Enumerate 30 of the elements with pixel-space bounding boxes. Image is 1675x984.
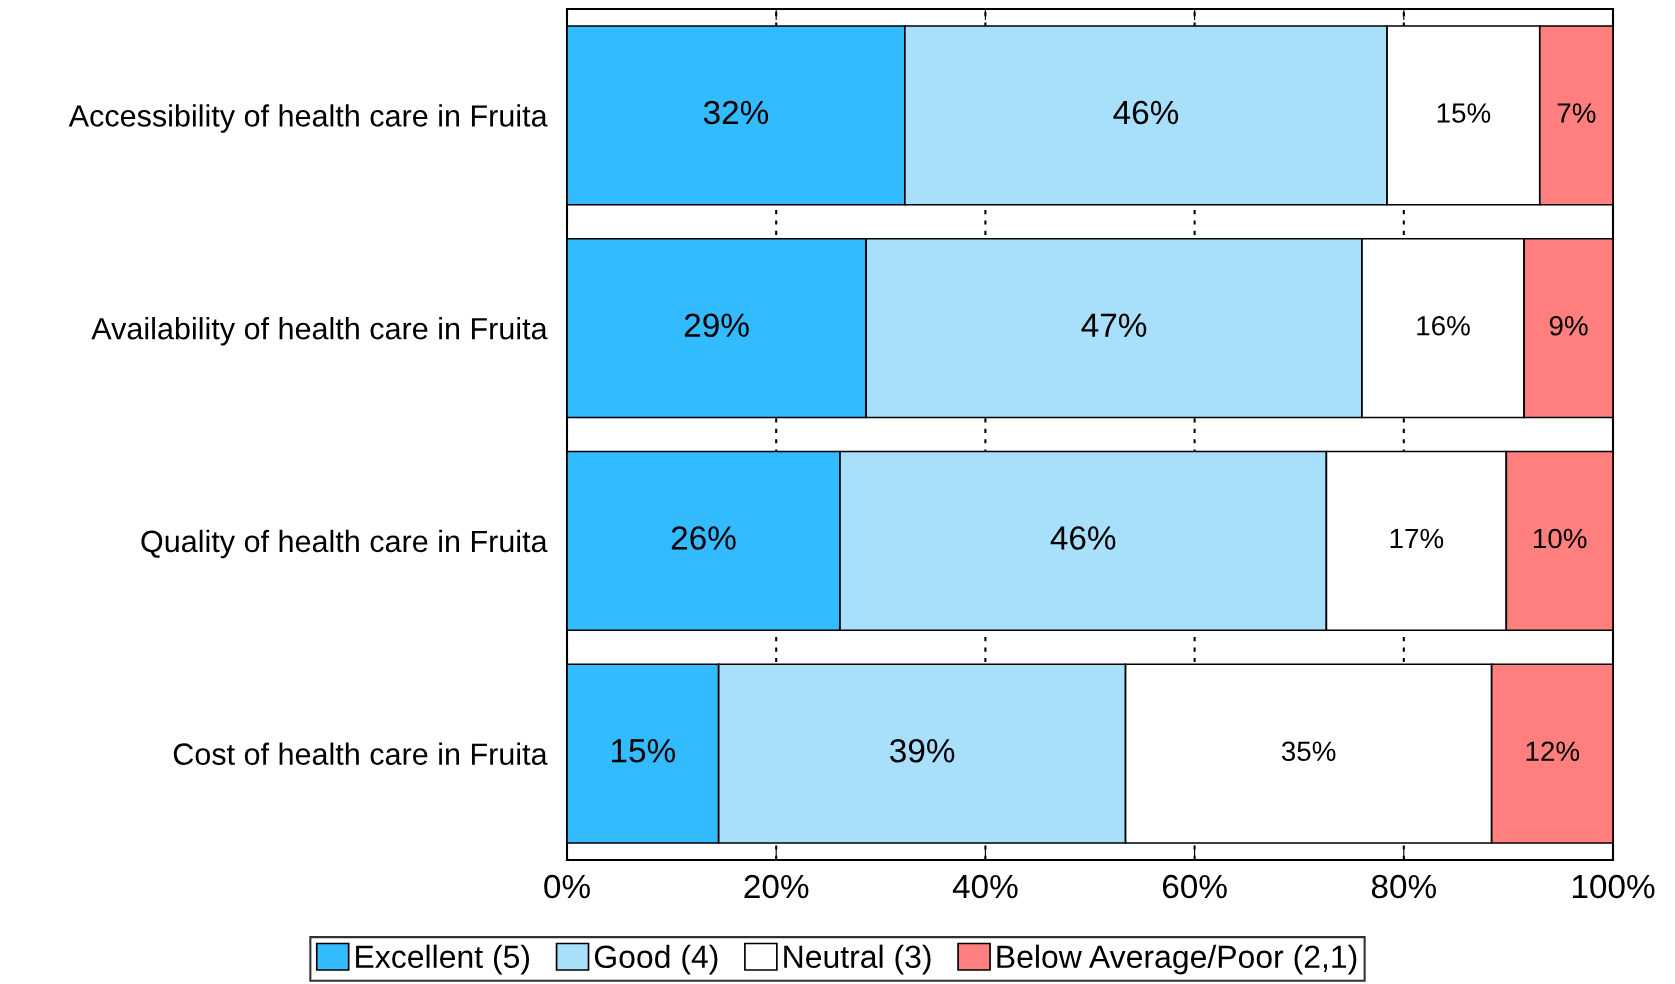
y-tick-label: Availability of health care in Fruita xyxy=(91,317,548,346)
data-label: 12% xyxy=(1526,741,1580,761)
x-tick-label: 100% xyxy=(1572,874,1655,899)
data-label: 46% xyxy=(1113,100,1179,125)
y-tick-label: Cost of health care in Fruita xyxy=(173,742,548,765)
x-tick-label: 20% xyxy=(744,874,809,899)
x-tick-label: 80% xyxy=(1371,874,1436,899)
x-tick-label: 40% xyxy=(952,874,1018,899)
data-label: 17% xyxy=(1390,528,1444,549)
data-label: 47% xyxy=(1081,313,1147,337)
data-label: 7% xyxy=(1557,103,1596,123)
data-label: 9% xyxy=(1549,315,1588,336)
data-label: 32% xyxy=(703,100,769,125)
data-label: 46% xyxy=(1050,526,1116,550)
data-label: 35% xyxy=(1281,741,1336,762)
legend-label: Excellent (5) xyxy=(356,944,530,975)
data-label: 15% xyxy=(1437,103,1491,123)
legend-label: Below Average/Poor (2,1) xyxy=(997,944,1357,975)
data-label: 16% xyxy=(1417,315,1470,336)
y-tick-label: Quality of health care in Fruita xyxy=(141,529,548,559)
legend-label: Good (4) xyxy=(594,944,718,975)
legend-label: Neutral (3) xyxy=(784,944,931,975)
data-label: 10% xyxy=(1533,528,1587,549)
data-label: 26% xyxy=(671,526,736,550)
y-tick-label: Accessibility of health care in Fruita xyxy=(68,104,548,133)
x-tick-label: 0% xyxy=(544,874,590,899)
x-tick-label: 60% xyxy=(1162,874,1227,899)
data-label: 15% xyxy=(612,739,676,763)
data-label: 29% xyxy=(684,313,749,338)
data-label: 39% xyxy=(890,738,955,763)
